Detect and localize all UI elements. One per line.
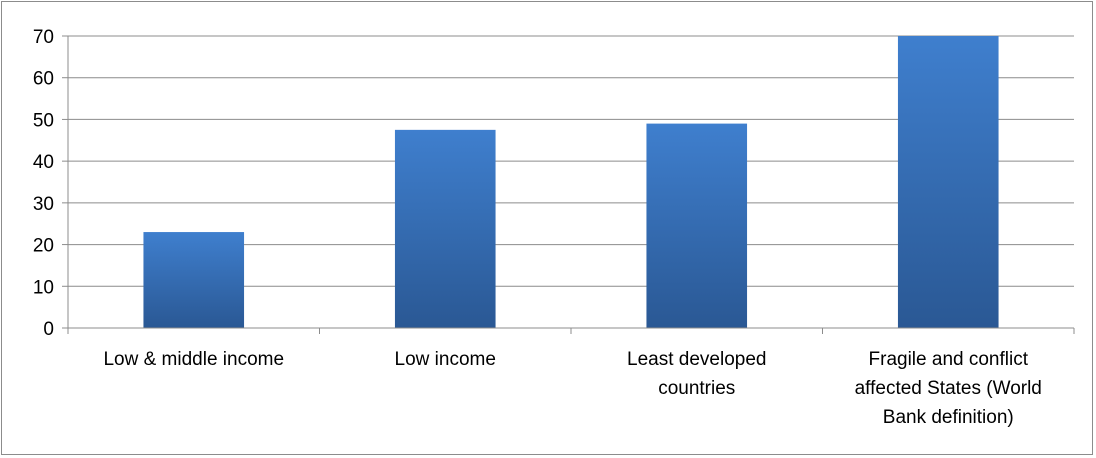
y-tick-label: 10 [33, 277, 54, 298]
category-label: Fragile and conflict affected States (Wor… [855, 349, 1042, 428]
category-label-line: affected States (World [855, 378, 1042, 399]
category-label-line: Low & middle income [103, 349, 284, 370]
category-label-line: Low income [395, 349, 496, 370]
category-label: Least developed countries [627, 349, 766, 399]
category-label-line: Bank definition) [883, 407, 1014, 428]
y-tick-label: 60 [33, 69, 54, 90]
category-label-line: countries [658, 378, 735, 399]
bar-1 [143, 232, 245, 328]
y-tick-label: 20 [33, 236, 54, 257]
bar-2 [394, 129, 496, 328]
category-label-line: Fragile and conflict [869, 349, 1029, 370]
y-tick-label: 40 [33, 152, 54, 173]
category-label-line: Least developed [627, 349, 766, 370]
y-tick-label: 0 [43, 319, 54, 340]
bar-4 [897, 36, 999, 328]
y-tick-label: 70 [33, 27, 54, 48]
bars [143, 36, 999, 328]
y-tick-label: 30 [33, 194, 54, 215]
y-tick-label: 50 [33, 110, 54, 131]
category-label: Low & middle income [103, 349, 284, 370]
labels: 0 10 20 30 40 50 60 70 Low & middle income Low in… [33, 27, 1042, 428]
category-label: Low income [395, 349, 496, 370]
bar-3 [646, 123, 748, 328]
axes [62, 35, 1075, 334]
